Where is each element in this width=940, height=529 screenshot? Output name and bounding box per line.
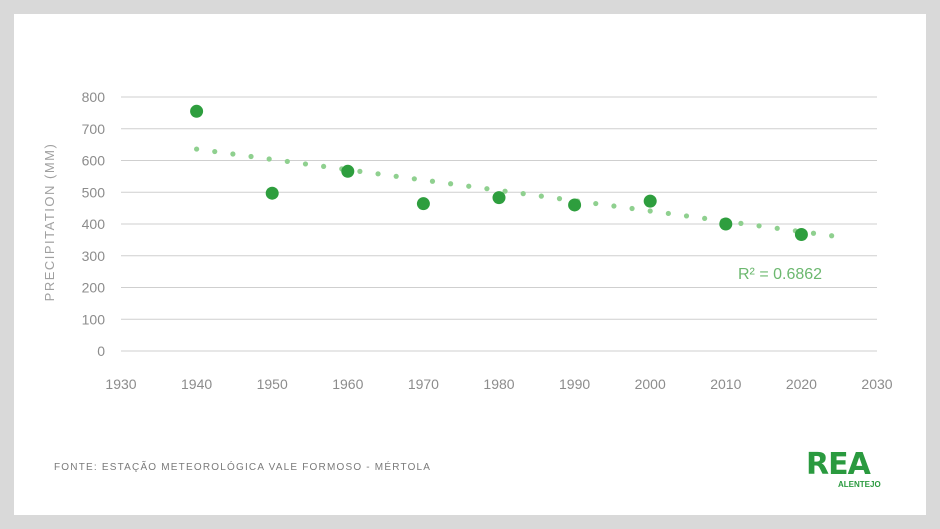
y-axis-ticks: 0 100 200 300 400 500 600 700 800	[82, 89, 106, 359]
trendline-dot	[702, 215, 708, 222]
data-point	[643, 194, 657, 208]
y-tick-label: 400	[82, 216, 106, 232]
data-point	[794, 227, 808, 241]
gridlines	[121, 96, 877, 352]
x-tick-label: 1950	[257, 376, 288, 392]
x-tick-label: 2000	[635, 376, 666, 392]
trendline-dot	[502, 188, 508, 194]
trendline-dot	[593, 200, 599, 207]
trendline-dot	[738, 220, 744, 226]
x-tick-label: 1940	[181, 376, 212, 392]
trendline-dot	[357, 168, 363, 174]
trendline-dot	[194, 146, 200, 152]
trendline-dot	[230, 151, 236, 157]
trendline-dot	[393, 173, 399, 179]
x-tick-label: 1990	[559, 376, 590, 392]
trendline-dot	[448, 181, 454, 187]
trendline-dot	[212, 148, 218, 155]
trendline-dot	[683, 213, 690, 219]
x-tick-label: 2030	[861, 376, 892, 392]
r-squared-label: R² = 0.6862	[738, 266, 822, 283]
x-tick-label: 1970	[408, 376, 439, 392]
y-tick-label: 700	[82, 121, 106, 137]
x-tick-label: 1960	[332, 376, 363, 392]
trendline-dot	[375, 171, 381, 177]
trendline-dot	[284, 158, 290, 165]
data-point	[416, 197, 430, 211]
y-tick-label: 0	[97, 343, 105, 359]
trendline-dot	[774, 225, 780, 231]
y-tick-label: 800	[82, 89, 106, 105]
x-tick-label: 1980	[483, 376, 514, 392]
trendline-dot	[556, 196, 563, 202]
trendline-dot	[611, 203, 617, 209]
trendline-dot	[484, 186, 490, 192]
logo-text: REA	[806, 447, 871, 482]
x-tick-label: 1930	[105, 376, 136, 392]
y-tick-label: 200	[82, 280, 106, 296]
x-tick-label: 2020	[786, 376, 817, 392]
trendline-dot	[266, 156, 272, 162]
trendline-dot	[647, 208, 653, 214]
trendline-dot	[466, 183, 472, 189]
y-axis-label: PRECIPITATION (MM)	[42, 143, 57, 302]
trendline-dot	[429, 178, 436, 184]
trendline-dot	[248, 153, 254, 160]
trendline	[194, 146, 835, 239]
trendline-dot	[411, 176, 417, 182]
source-note: FONTE: ESTAÇÃO METEOROLÓGICA VALE FORMOS…	[54, 462, 432, 473]
logo-subtext: ALENTEJO	[838, 480, 881, 489]
trendline-dot	[829, 233, 835, 239]
trendline-dot	[302, 161, 309, 167]
x-tick-label: 2010	[710, 376, 741, 392]
trendline-dot	[665, 210, 671, 217]
data-point	[265, 186, 279, 200]
data-point	[190, 104, 204, 118]
rea-alentejo-logo: REA ALENTEJO	[806, 450, 886, 492]
y-tick-label: 600	[82, 153, 106, 169]
trendline-dot	[538, 193, 544, 199]
trendline-dot	[321, 163, 327, 170]
data-point	[492, 191, 506, 205]
data-point	[341, 164, 355, 178]
trendline-dot	[520, 191, 526, 197]
y-tick-label: 100	[82, 311, 106, 327]
trendline-dot	[756, 223, 762, 229]
y-tick-label: 500	[82, 184, 106, 200]
y-tick-label: 300	[82, 248, 106, 264]
data-point	[568, 198, 582, 212]
trendline-dot	[629, 205, 635, 212]
x-axis-ticks: 1930 1940 1950 1960 1970 1980 1990 2000 2010 2020…	[105, 376, 892, 392]
data-points	[190, 104, 808, 241]
data-point	[719, 217, 733, 231]
trendline-dot	[810, 230, 817, 236]
